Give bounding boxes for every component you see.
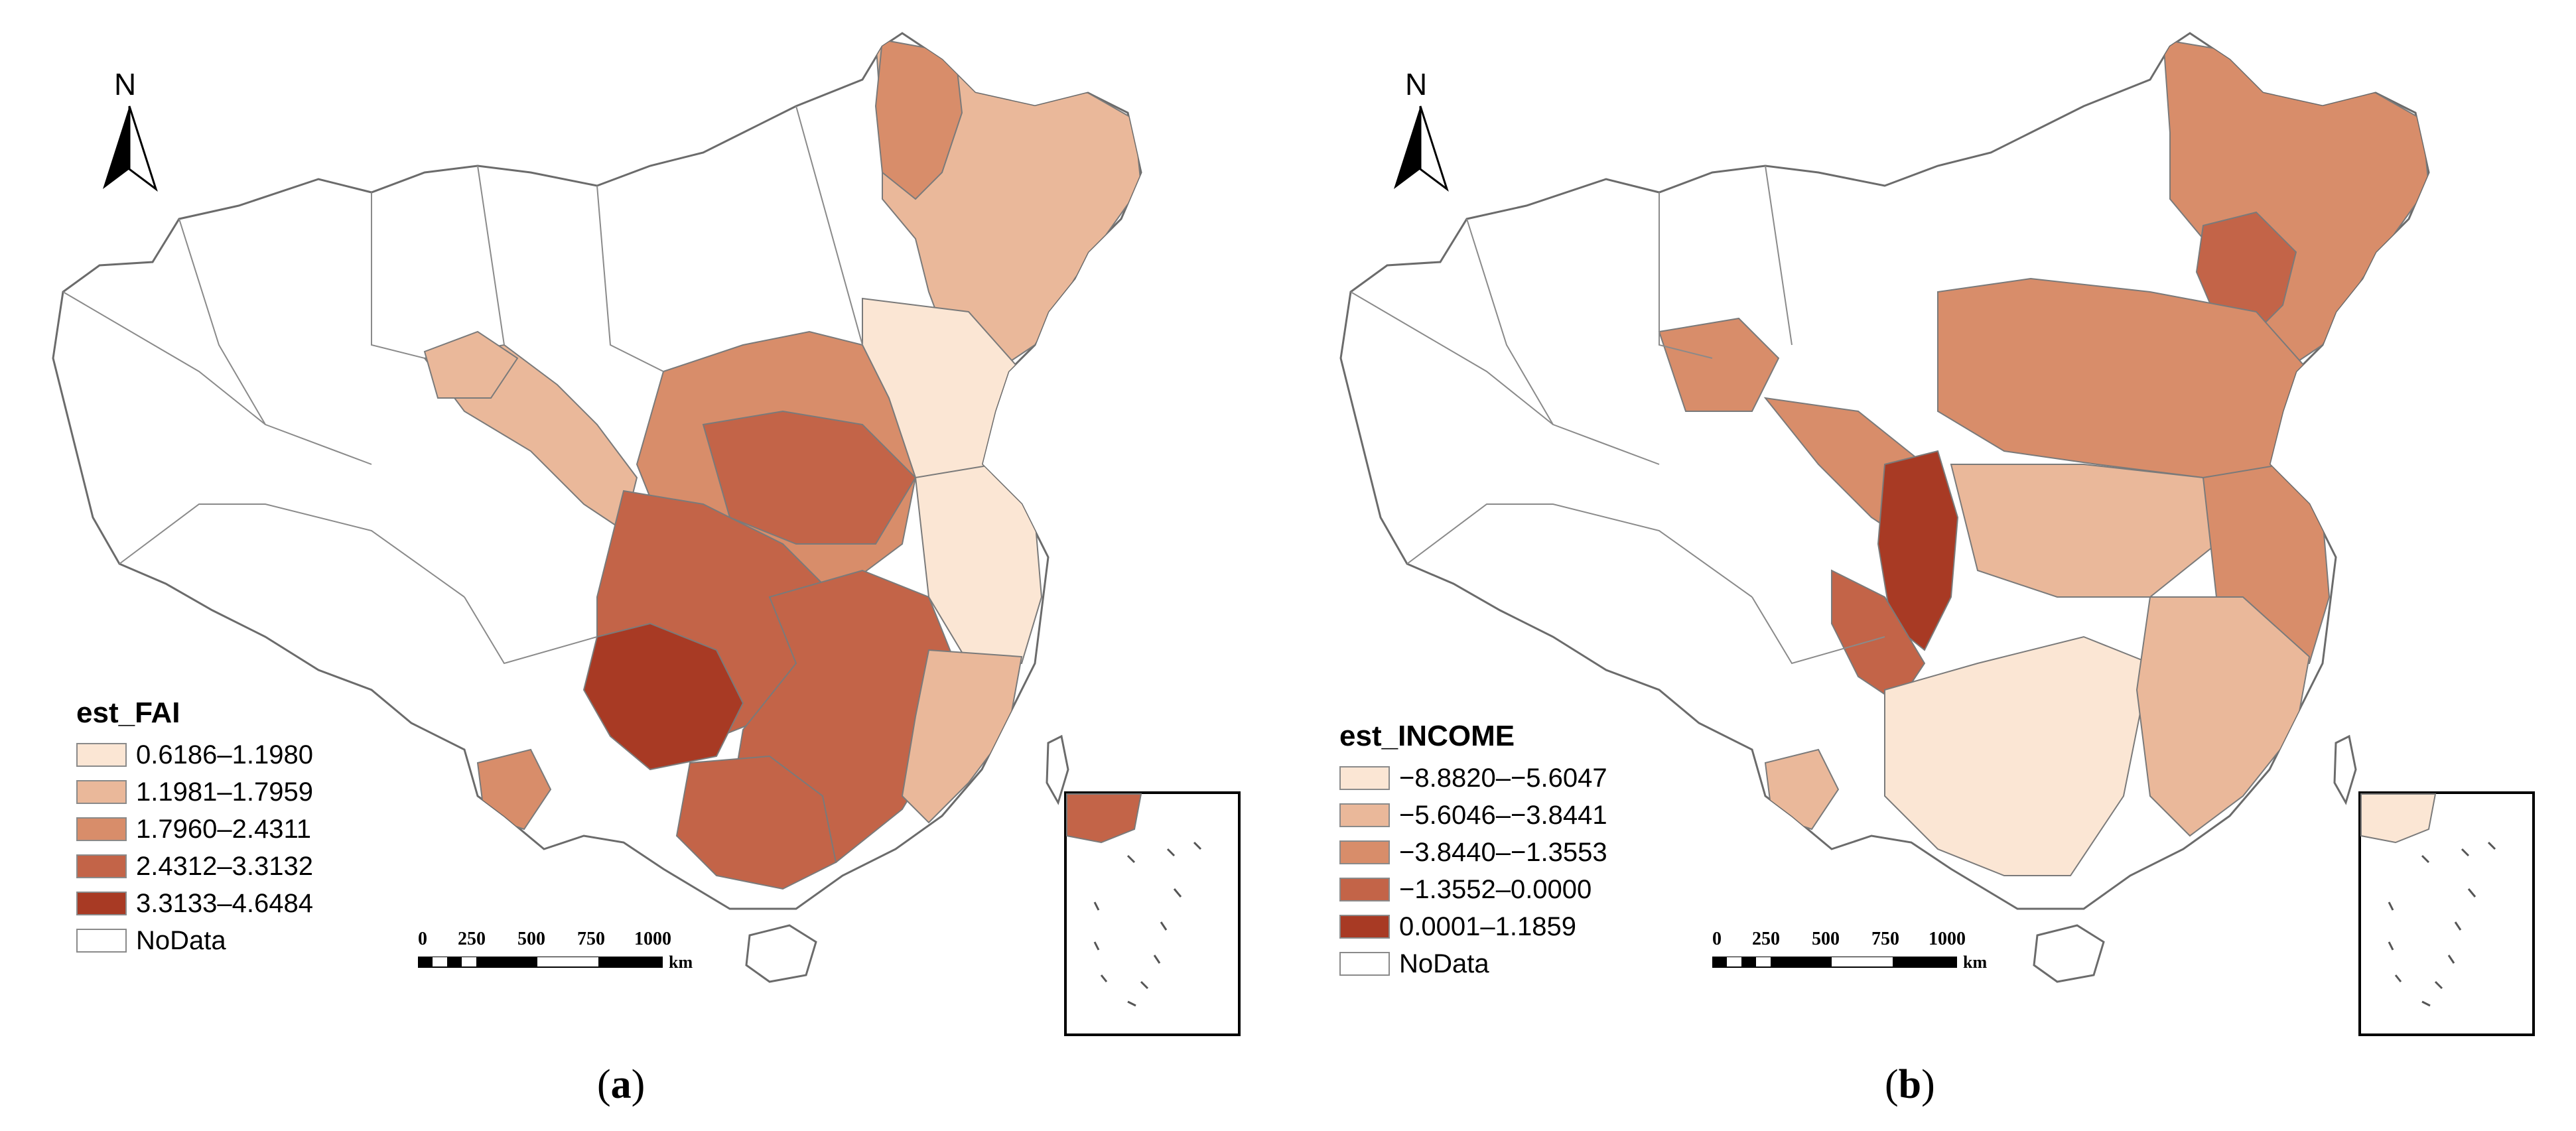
legend-label: 1.1981–1.7959 — [136, 777, 313, 807]
province-boundaries — [62, 105, 863, 665]
region-southeast — [2135, 596, 2311, 837]
scale-tick: 500 — [517, 929, 545, 949]
legend-label: 3.3133–4.6484 — [136, 888, 313, 918]
legend-item: 3.3133–4.6484 — [76, 885, 313, 922]
legend-label: NoData — [1399, 949, 1489, 978]
region-guangxi — [675, 755, 837, 890]
scale-bar: 0 250 500 750 1000 km — [418, 929, 697, 972]
north-arrow-icon — [1394, 105, 1449, 192]
legend-item: −8.8820–−5.6047 — [1339, 760, 1607, 797]
north-arrow-icon — [103, 105, 158, 192]
legend-label: −8.8820–−5.6047 — [1399, 763, 1607, 793]
legend-label: −5.6046–−3.8441 — [1399, 800, 1607, 830]
legend-swatch — [1339, 840, 1390, 864]
legend-swatch — [1339, 803, 1390, 827]
region-south-light — [1884, 635, 2151, 876]
choropleth-map-a — [52, 32, 1241, 1036]
legend-swatch — [1339, 766, 1390, 790]
legend-swatch — [76, 780, 127, 804]
scale-tick: 750 — [1871, 929, 1899, 949]
caption-paren: ( — [597, 1062, 611, 1107]
legend-label: 1.7960–2.4311 — [136, 814, 311, 844]
scale-tick: 1000 — [634, 929, 671, 949]
caption-letter: b — [1898, 1062, 1922, 1107]
scale-unit: km — [669, 953, 693, 972]
panel-caption-a: (a) — [597, 1061, 645, 1108]
scale-tick: 500 — [1812, 929, 1840, 949]
caption-paren: ( — [1885, 1062, 1899, 1107]
south-china-sea-inset — [2358, 791, 2535, 1036]
scale-bar-graphic — [1712, 957, 1957, 968]
legend-item: 1.7960–2.4311 — [76, 811, 313, 848]
north-label: N — [114, 67, 137, 101]
region-xinjiang-east — [1658, 317, 1780, 412]
region-shaanxi-dark — [1877, 450, 1959, 651]
legend-label: NoData — [136, 925, 226, 955]
region-central-light — [1950, 464, 2218, 598]
legend-swatch — [76, 817, 127, 841]
scale-bar-graphic — [418, 957, 663, 968]
scale-tick: 250 — [458, 929, 486, 949]
scale-tick: 1000 — [1929, 929, 1966, 949]
province-boundaries — [1350, 165, 1885, 665]
legend-swatch — [76, 929, 127, 953]
legend-item: NoData — [1339, 945, 1607, 982]
legend-label: −1.3552–0.0000 — [1399, 874, 1592, 904]
scale-tick-labels: 0 250 500 750 1000 — [418, 929, 697, 953]
scale-tick-labels: 0 250 500 750 1000 — [1712, 929, 1991, 953]
legend-swatch — [1339, 952, 1390, 976]
map-panel-b: N est_INCOME −8.8820–−5.6047 −5.6046–−3.… — [1288, 0, 2575, 1131]
caption-paren: ) — [631, 1062, 645, 1107]
legend-item: −3.8440–−1.3553 — [1339, 834, 1607, 871]
legend-item: 2.4312–3.3132 — [76, 848, 313, 885]
legend-label: 2.4312–3.3132 — [136, 851, 313, 881]
hainan-island — [2033, 924, 2105, 983]
caption-letter: a — [610, 1062, 632, 1107]
region-qinghai-light — [423, 330, 519, 399]
taiwan-island — [2333, 734, 2357, 805]
region-loess — [702, 410, 917, 545]
legend-item: −1.3552–0.0000 — [1339, 871, 1607, 908]
scale-tick: 0 — [418, 929, 427, 949]
legend-item: NoData — [76, 922, 313, 959]
scale-bar: 0 250 500 750 1000 km — [1712, 929, 1991, 972]
legend-swatch — [76, 854, 127, 878]
legend-swatch — [1339, 878, 1390, 901]
legend-label: 0.0001–1.1859 — [1399, 911, 1576, 941]
panel-caption-b: (b) — [1885, 1061, 1935, 1108]
region-sichuan-dark — [582, 622, 744, 771]
legend-label: 0.6186–1.1980 — [136, 740, 313, 769]
legend-swatch — [76, 743, 127, 767]
taiwan-island — [1046, 734, 1069, 805]
legend-a: est_FAI 0.6186–1.1980 1.1981–1.7959 1.79… — [76, 697, 313, 959]
legend-item: 1.1981–1.7959 — [76, 773, 313, 811]
south-china-sea-inset — [1064, 791, 1241, 1036]
scale-tick: 0 — [1712, 929, 1722, 949]
legend-title: est_FAI — [76, 697, 180, 729]
choropleth-map-b — [1339, 32, 2535, 1036]
legend-item: 0.0001–1.1859 — [1339, 908, 1607, 945]
scale-tick: 750 — [577, 929, 605, 949]
legend-b: est_INCOME −8.8820–−5.6047 −5.6046–−3.84… — [1339, 720, 1607, 982]
legend-title: est_INCOME — [1339, 720, 1515, 752]
scale-tick: 250 — [1752, 929, 1780, 949]
region-southeast — [901, 649, 1023, 824]
north-label: N — [1405, 67, 1428, 101]
map-panel-a: N est_FAI 0.6186–1.1980 1.1981–1.7959 1.… — [52, 32, 1241, 1108]
caption-paren: ) — [1921, 1062, 1935, 1107]
scale-unit: km — [1963, 953, 1988, 972]
legend-swatch — [76, 892, 127, 915]
legend-item: −5.6046–−3.8441 — [1339, 797, 1607, 834]
legend-swatch — [1339, 915, 1390, 939]
legend-item: 0.6186–1.1980 — [76, 736, 313, 773]
legend-label: −3.8440–−1.3553 — [1399, 837, 1607, 867]
hainan-island — [745, 924, 817, 983]
